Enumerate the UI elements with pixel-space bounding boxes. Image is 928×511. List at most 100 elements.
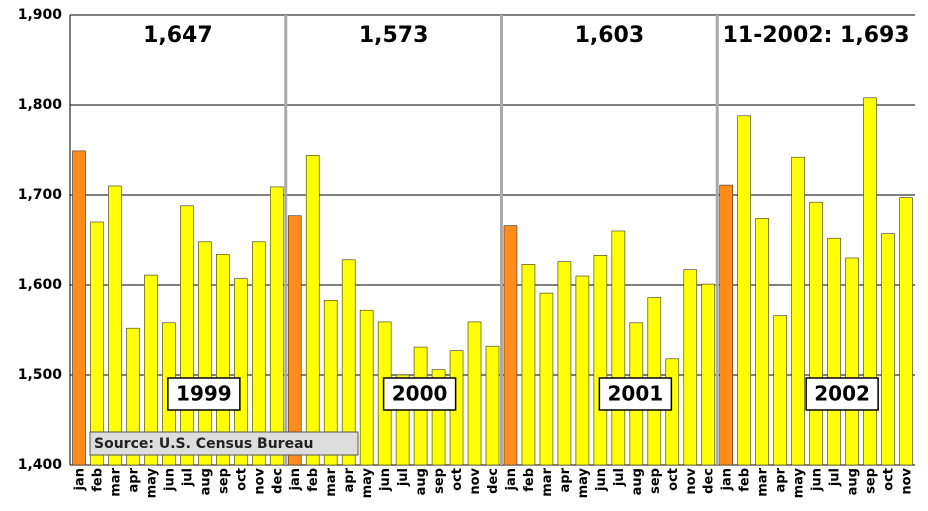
x-tick-label: feb (522, 468, 537, 492)
x-tick-label: mar (756, 467, 771, 496)
bar (521, 263, 536, 466)
bar (863, 97, 877, 466)
x-tick-label: jul (396, 468, 411, 487)
x-tick-label: jul (180, 468, 195, 487)
x-tick-label: jul (612, 468, 627, 487)
y-tick-label: 1,600 (18, 277, 63, 293)
bar (126, 327, 140, 466)
period-average: 1,647 (143, 23, 213, 48)
x-tick-label: dec (270, 468, 285, 494)
bar (881, 233, 895, 466)
bar (539, 292, 554, 466)
y-tick-label: 1,900 (18, 7, 63, 23)
y-tick-label: 1,800 (18, 97, 63, 113)
x-tick-label: jun (594, 468, 609, 492)
x-tick-label: sep (432, 468, 447, 494)
x-tick-label: sep (216, 468, 231, 494)
bar (144, 274, 158, 466)
y-tick-label: 1,700 (18, 187, 63, 203)
x-tick-label: nov (900, 467, 915, 494)
x-tick-label: feb (738, 468, 753, 492)
x-tick-label: oct (234, 468, 249, 491)
x-tick-label: aug (846, 468, 861, 495)
bar (773, 315, 787, 466)
bar (899, 197, 913, 466)
x-tick-label: apr (558, 467, 573, 492)
source: Source: U.S. Census Bureau (94, 436, 314, 452)
year-label: 2002 (814, 382, 870, 406)
bar (323, 299, 338, 466)
y-tick-label: 1,400 (18, 457, 63, 473)
bar (305, 155, 320, 466)
bar (467, 321, 482, 466)
x-tick-label: jun (162, 468, 177, 492)
bar (737, 115, 752, 466)
x-tick-label: feb (90, 468, 105, 492)
x-tick-label: jan (288, 468, 303, 491)
x-tick-label: apr (342, 467, 357, 492)
bar (359, 309, 374, 466)
bar (791, 156, 805, 466)
bar (665, 358, 680, 466)
bar (269, 186, 284, 466)
x-tick-label: may (792, 467, 807, 498)
bar (845, 257, 859, 466)
bar (719, 184, 734, 466)
bar (809, 201, 823, 466)
year-box (598, 377, 673, 411)
bar (90, 221, 104, 466)
y-tick-label: 1,500 (18, 367, 63, 383)
bar (180, 205, 194, 466)
x-tick-label: feb (306, 468, 321, 492)
bar (827, 237, 841, 466)
bar (251, 241, 266, 466)
x-tick-label: apr (126, 467, 141, 492)
x-tick-label: may (360, 467, 375, 498)
bar (485, 345, 500, 466)
year-box (805, 377, 879, 411)
bar (108, 185, 122, 466)
x-tick-label: aug (198, 468, 213, 495)
x-tick-label: jul (828, 468, 843, 487)
bar (72, 150, 86, 466)
x-tick-label: jun (378, 468, 393, 492)
bar (683, 269, 698, 466)
x-tick-label: jan (504, 468, 519, 491)
bar (557, 261, 572, 466)
x-tick-label: mar (108, 467, 123, 496)
x-tick-label: aug (630, 468, 645, 495)
x-tick-label: jan (720, 468, 735, 491)
bar (755, 218, 769, 466)
year-label: 2001 (608, 382, 664, 406)
x-tick-label: nov (684, 467, 699, 494)
x-tick-label: sep (864, 468, 879, 494)
x-tick-label: oct (882, 468, 897, 491)
bar (287, 215, 302, 466)
bar (611, 230, 626, 466)
bar (233, 278, 248, 466)
x-tick-label: aug (414, 468, 429, 495)
bar (503, 225, 518, 466)
x-tick-label: mar (540, 467, 555, 496)
bar (701, 283, 716, 466)
bar (216, 254, 230, 466)
period-average: 1,603 (575, 23, 645, 48)
source-box (89, 431, 359, 456)
period-average: 1,573 (359, 23, 429, 48)
bar (593, 255, 608, 466)
x-tick-label: nov (468, 467, 483, 494)
year-box (167, 377, 241, 411)
x-tick-label: apr (774, 467, 789, 492)
x-tick-label: oct (450, 468, 465, 491)
x-tick-label: may (576, 467, 591, 498)
bar (575, 275, 590, 466)
x-tick-label: sep (648, 468, 663, 494)
year-label: 2000 (392, 382, 448, 406)
x-tick-label: oct (666, 468, 681, 491)
bar (341, 259, 356, 466)
x-tick-label: mar (324, 467, 339, 496)
x-tick-label: may (144, 467, 159, 498)
x-tick-label: dec (486, 468, 501, 494)
x-tick-label: jun (810, 468, 825, 492)
